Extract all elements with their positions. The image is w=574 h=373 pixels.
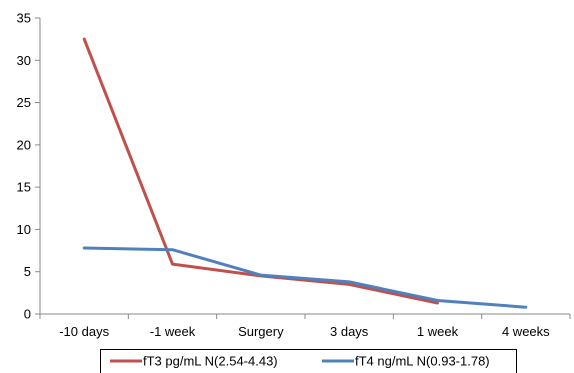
chart-axes bbox=[35, 17, 571, 319]
y-tick-label: 5 bbox=[24, 264, 31, 279]
series-lines bbox=[82, 37, 528, 309]
legend-label-1: fT3 pg/mL N(2.54-4.43) bbox=[143, 354, 278, 369]
x-tick-label: -1 week bbox=[150, 324, 196, 339]
series-line-2 bbox=[82, 246, 528, 309]
y-tick-label: 20 bbox=[17, 137, 31, 152]
x-tick-label: 4 weeks bbox=[502, 324, 550, 339]
y-tick-label: 30 bbox=[17, 53, 31, 68]
legend-label-2: fT4 ng/mL N(0.93-1.78) bbox=[355, 354, 490, 369]
x-tick-label: 1 week bbox=[417, 324, 459, 339]
y-tick-label: 0 bbox=[24, 307, 31, 322]
x-tick-label: 3 days bbox=[330, 324, 369, 339]
legend: fT3 pg/mL N(2.54-4.43) fT4 ng/mL N(0.93-1… bbox=[100, 349, 517, 373]
x-tick-label: Surgery bbox=[238, 324, 284, 339]
y-tick-labels: 0 5 10 15 20 25 30 35 bbox=[17, 11, 31, 322]
y-tick-label: 35 bbox=[17, 11, 31, 26]
y-tick-label: 15 bbox=[17, 180, 31, 195]
legend-box bbox=[100, 349, 517, 373]
series-line-1 bbox=[82, 37, 439, 305]
y-tick-label: 25 bbox=[17, 95, 31, 110]
y-tick-label: 10 bbox=[17, 222, 31, 237]
x-tick-label: -10 days bbox=[59, 324, 109, 339]
x-tick-labels: -10 days -1 week Surgery 3 days 1 week 4 week… bbox=[59, 324, 550, 339]
